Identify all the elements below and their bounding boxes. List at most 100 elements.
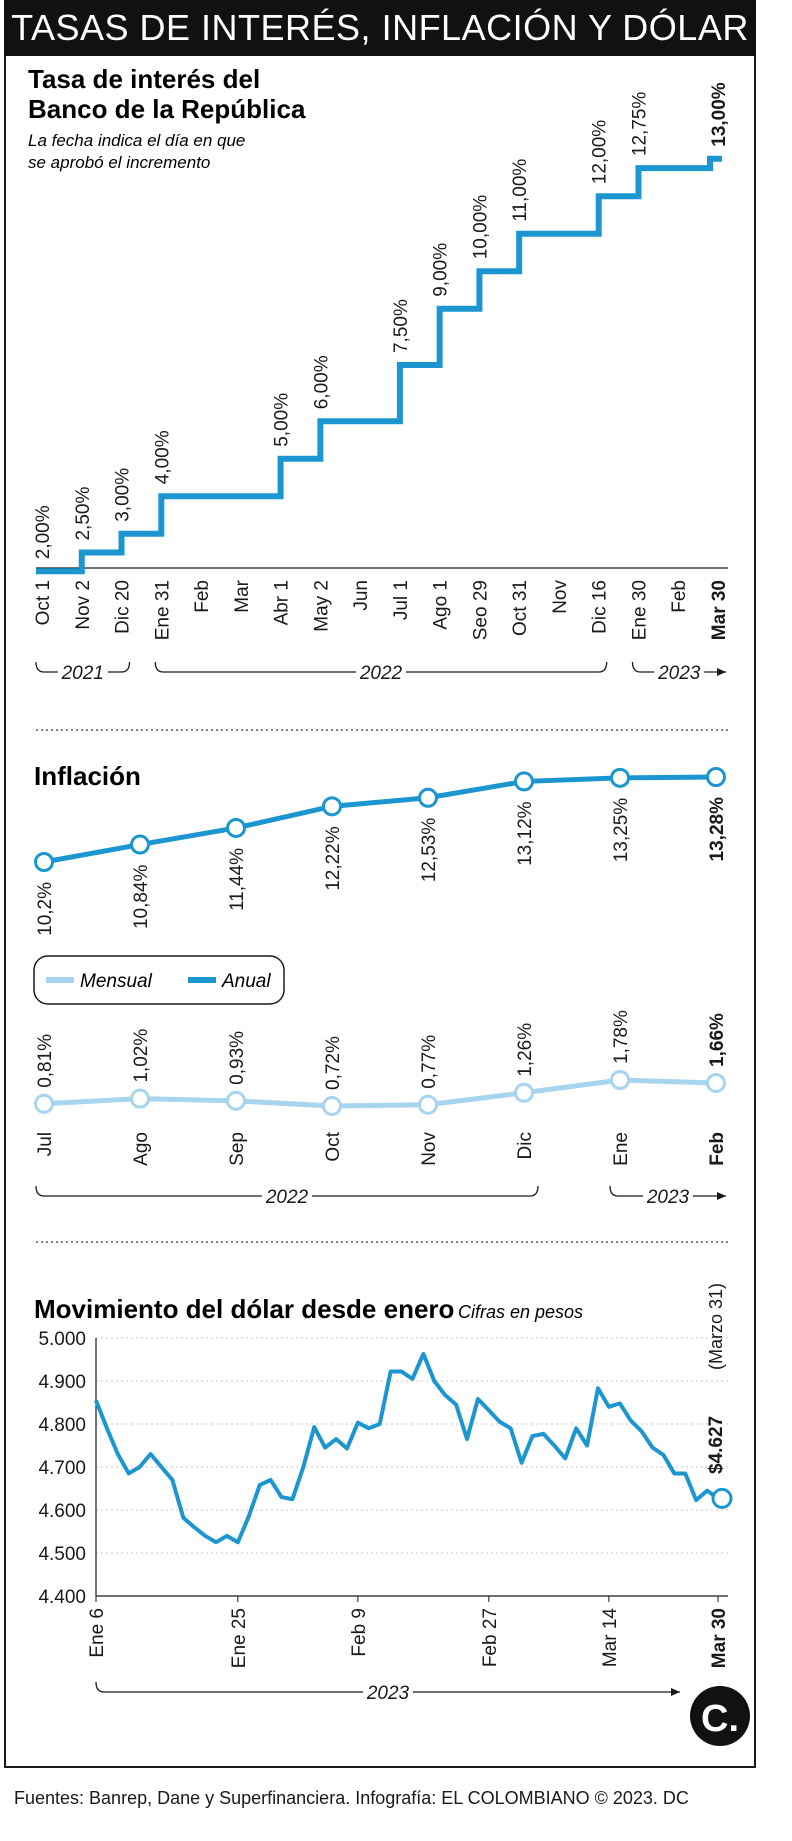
inflation-title: Inflación — [34, 761, 141, 791]
dollar-y-tick-label: 4.800 — [38, 1415, 86, 1436]
dollar-final-point — [711, 1487, 733, 1509]
arrow-head — [717, 1192, 726, 1200]
bracket-line — [95, 1681, 363, 1693]
infographic-canvas: Tasa de interés del Banco de la Repúblic… — [28, 64, 750, 1746]
bracket-line — [107, 661, 131, 673]
dollar-title: Movimiento del dólar desde enero — [34, 1294, 454, 1324]
annual-inflation-label: 10,2% — [35, 882, 56, 936]
annual-inflation-line — [43, 774, 717, 865]
dollar-chart: 5.000 4.900 4.800 4.700 4.600 4.500 4.400 $4.62… — [38, 1283, 733, 1704]
rates-x-tick-label: Nov 2 — [73, 580, 94, 630]
monthly-inflation-point — [226, 1090, 246, 1111]
dollar-final-note: (Marzo 31) — [706, 1283, 726, 1370]
rates-x-tick-label: Nov — [550, 580, 571, 614]
dollar-x-tick-label: Feb 9 — [349, 1608, 370, 1657]
annual-inflation-label: 11,44% — [227, 848, 248, 911]
monthly-inflation-point — [322, 1096, 342, 1116]
monthly-inflation-label: 0,93% — [227, 1031, 248, 1085]
rates-x-tick-label: Dic 20 — [113, 580, 134, 634]
rates-x-tick-label: Oct 31 — [510, 580, 531, 636]
rates-title-line1: Tasa de interés del — [28, 64, 260, 94]
annual-inflation-point — [322, 796, 342, 817]
rates-value-label: 5,00% — [272, 393, 293, 447]
rates-x-tick-label: Mar 30 — [709, 580, 730, 640]
annual-inflation-point — [130, 834, 150, 855]
annual-inflation-point — [610, 767, 630, 788]
year-bracket-2022: 2022 — [154, 661, 608, 684]
dollar-y-tick-label: 4.500 — [38, 1544, 86, 1565]
inflation-chart: 10,2% 10,84% 11,44% 12,22% 12,53% 13,12% 13,25… — [34, 767, 728, 1208]
year-bracket-2023: 2023 — [95, 1681, 680, 1704]
inflation-x-tick-label: Ago — [131, 1132, 152, 1166]
legend-box — [33, 955, 285, 1005]
rates-value-label: 6,00% — [311, 355, 332, 409]
rates-x-tick-label: Abr 1 — [272, 580, 293, 625]
annual-inflation-point — [226, 817, 246, 838]
inflation-x-tick-label: Ene — [611, 1132, 632, 1166]
monthly-inflation-label: 1,26% — [515, 1023, 536, 1077]
rates-chart: Oct 1 Nov 2 Dic 20 Ene 31 Feb Mar Abr 1 May 2 Ju… — [33, 82, 730, 684]
rates-value-label: 2,50% — [73, 487, 94, 541]
rates-x-tick-label: Ene 31 — [152, 580, 173, 640]
dollar-subtitle: Cifras en pesos — [458, 1302, 583, 1322]
legend-label-annual: Anual — [221, 971, 271, 992]
rates-subtitle-line2: se aprobó el incremento — [28, 153, 210, 172]
inflation-x-tick-label: Dic — [515, 1132, 536, 1159]
inflation-legend: Mensual Anual — [33, 955, 285, 1005]
bracket-line — [406, 661, 608, 673]
bracket-year-label: 2023 — [366, 1683, 410, 1704]
bracket-line — [154, 661, 356, 673]
monthly-inflation-line — [43, 1077, 717, 1109]
dollar-y-tick-label: 4.400 — [38, 1587, 86, 1608]
rates-x-tick-label: Seo 29 — [470, 580, 491, 640]
legend-label-monthly: Mensual — [80, 971, 153, 992]
rates-x-tick-label: Feb — [192, 580, 213, 613]
rates-value-label: 4,00% — [152, 430, 173, 484]
bracket-line — [631, 661, 655, 673]
logo-circle — [690, 1686, 750, 1746]
rates-x-tick-label: Jun — [351, 580, 372, 611]
annual-inflation-label: 12,22% — [323, 826, 344, 891]
bracket-line — [312, 1185, 539, 1197]
bracket-line — [35, 661, 58, 673]
rates-step-line — [36, 155, 722, 575]
bracket-line — [35, 1185, 262, 1197]
monthly-inflation-point — [418, 1094, 438, 1115]
bracket-year-label: 2021 — [61, 663, 104, 684]
sources-footer: Fuentes: Banrep, Dane y Superfinanciera.… — [14, 1788, 689, 1808]
rates-value-label: 12,00% — [590, 120, 611, 185]
year-bracket-2023: 2023 — [609, 1185, 726, 1208]
annual-inflation-point — [514, 771, 534, 792]
monthly-inflation-label: 0,72% — [323, 1036, 344, 1090]
dollar-x-tick-label: Ene 25 — [229, 1608, 250, 1668]
monthly-inflation-label: 1,78% — [611, 1010, 632, 1064]
dollar-final-value: $4.627 — [706, 1416, 727, 1474]
monthly-inflation-label: 0,81% — [35, 1034, 56, 1088]
annual-inflation-point — [418, 787, 438, 808]
annual-inflation-label: 13,12% — [515, 801, 536, 866]
year-bracket-2021: 2021 — [35, 661, 131, 684]
monthly-inflation-point — [706, 1072, 726, 1093]
rates-x-tick-label: May 2 — [311, 580, 332, 632]
dollar-y-tick-label: 4.600 — [38, 1501, 86, 1522]
monthly-inflation-label: 0,77% — [419, 1035, 440, 1089]
arrow-head — [717, 668, 726, 676]
logo-letter: C. — [701, 1698, 739, 1740]
rates-value-label: 12,75% — [629, 92, 650, 157]
rates-value-label: 13,00% — [709, 82, 730, 147]
arrow-head — [671, 1688, 680, 1696]
rates-value-label: 11,00% — [510, 159, 531, 222]
bracket-line — [609, 1185, 643, 1197]
bracket-year-label: 2023 — [657, 663, 701, 684]
el-colombiano-logo: C. — [690, 1686, 750, 1746]
rates-x-tick-label: Feb — [669, 580, 690, 613]
rates-x-tick-label: Jul 1 — [391, 580, 412, 620]
dollar-y-tick-label: 4.700 — [38, 1458, 86, 1479]
dollar-x-tick-label: Mar 14 — [600, 1608, 621, 1668]
rates-value-label: 9,00% — [431, 243, 452, 297]
bracket-year-label: 2023 — [646, 1187, 690, 1208]
year-bracket-2022: 2022 — [35, 1185, 539, 1208]
rates-value-label: 7,50% — [391, 299, 412, 353]
inflation-x-tick-label: Nov — [419, 1132, 440, 1166]
dollar-line — [94, 1351, 720, 1545]
